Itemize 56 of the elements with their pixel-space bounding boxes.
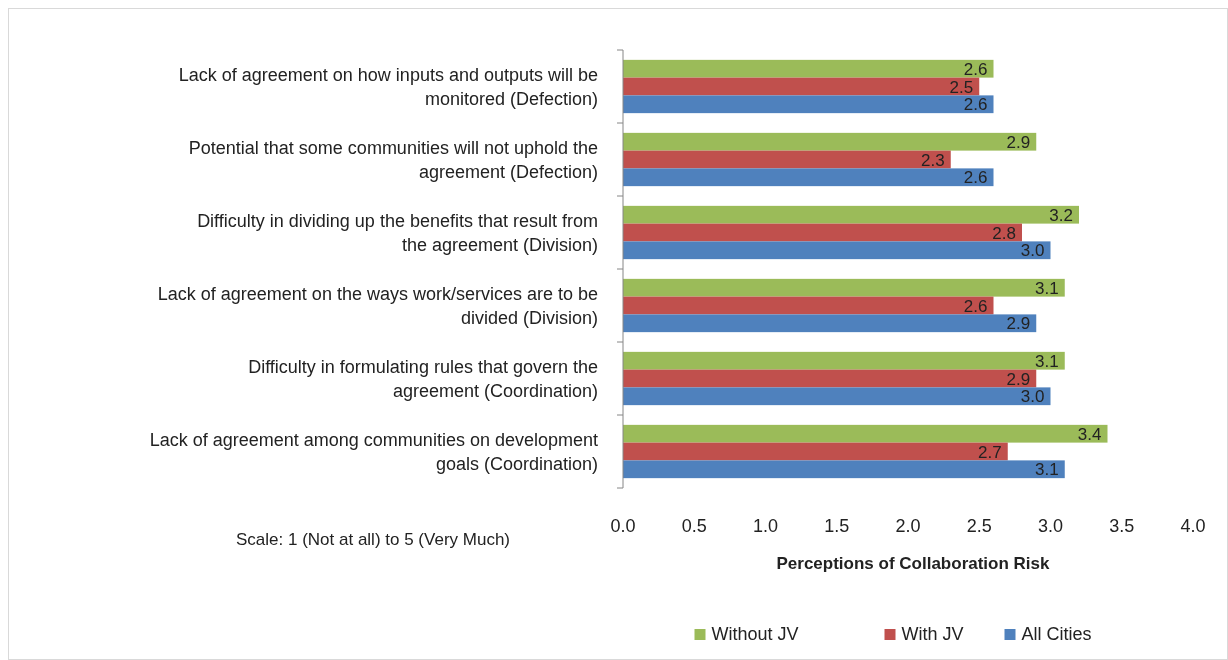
x-tick-label: 4.0 <box>1180 516 1206 536</box>
legend-label: With JV <box>901 624 964 644</box>
data-label: 2.3 <box>921 150 945 170</box>
bar <box>623 424 1108 443</box>
legend-label: All Cities <box>1021 624 1092 644</box>
data-label: 2.6 <box>963 95 988 115</box>
bar <box>623 132 1037 151</box>
data-label: 3.1 <box>1035 278 1059 298</box>
bar <box>623 168 994 187</box>
text: Scale: 1 (Not at all) to 5 (Very Much) <box>236 530 510 549</box>
bar <box>623 314 1037 333</box>
data-label: 2.8 <box>992 223 1016 243</box>
x-tick-label: 2.0 <box>895 516 921 536</box>
data-label: 3.1 <box>1035 460 1059 480</box>
bar <box>623 150 951 169</box>
bar <box>623 241 1051 260</box>
bar <box>623 223 1022 242</box>
y-tick-label: Lack of agreement on how inputs and outputs will be monitored (Defection) <box>178 64 598 109</box>
x-tick-label: 3.5 <box>1109 516 1135 536</box>
bar <box>623 278 1065 297</box>
y-tick-label: Lack of agreement on the ways work/services are to be divided (Division) <box>157 283 598 328</box>
bar <box>623 369 1037 388</box>
x-axis-title: Perceptions of Collaboration Risk <box>776 554 1051 573</box>
data-label: 3.0 <box>1020 241 1045 261</box>
bar <box>623 296 994 315</box>
data-label: 2.6 <box>963 168 988 188</box>
data-label: 2.9 <box>1006 369 1031 389</box>
data-label: 3.1 <box>1035 351 1059 371</box>
legend-label: Without JV <box>711 624 799 644</box>
data-label: 2.9 <box>1006 314 1031 334</box>
y-tick-label: Lack of agreement among communities on development goals (Coordination) <box>149 429 598 474</box>
y-tick-label: Difficulty in formulating rules that govern the agreement (Coordination) <box>248 356 598 401</box>
y-tick-label: Difficulty in dividing up the benefits that result from the agreement (Division) <box>197 210 598 255</box>
bar <box>623 351 1065 370</box>
bar <box>623 205 1079 224</box>
x-tick-label: 0.5 <box>681 516 707 536</box>
bar <box>623 77 980 96</box>
bar <box>623 59 994 78</box>
data-label: 2.9 <box>1006 132 1031 152</box>
x-tick-label: 2.5 <box>966 516 992 536</box>
bar <box>623 442 1008 461</box>
data-label: 2.6 <box>963 296 988 316</box>
x-tick-label: 0.0 <box>610 516 636 536</box>
bar <box>623 387 1051 406</box>
data-label: 2.5 <box>949 77 974 97</box>
y-tick-label: Potential that some communities will not uphold the agreement (Defection) <box>188 137 598 182</box>
data-label: 3.2 <box>1049 205 1073 225</box>
bar <box>623 460 1065 479</box>
x-tick-label: 3.0 <box>1037 516 1064 536</box>
data-label: 3.0 <box>1020 387 1045 407</box>
bar <box>623 95 994 114</box>
data-label: 2.6 <box>963 59 988 79</box>
x-tick-label: 1.5 <box>824 516 850 536</box>
data-label: 3.4 <box>1077 424 1102 444</box>
data-label: 2.7 <box>978 442 1002 462</box>
x-tick-label: 1.0 <box>752 516 779 536</box>
